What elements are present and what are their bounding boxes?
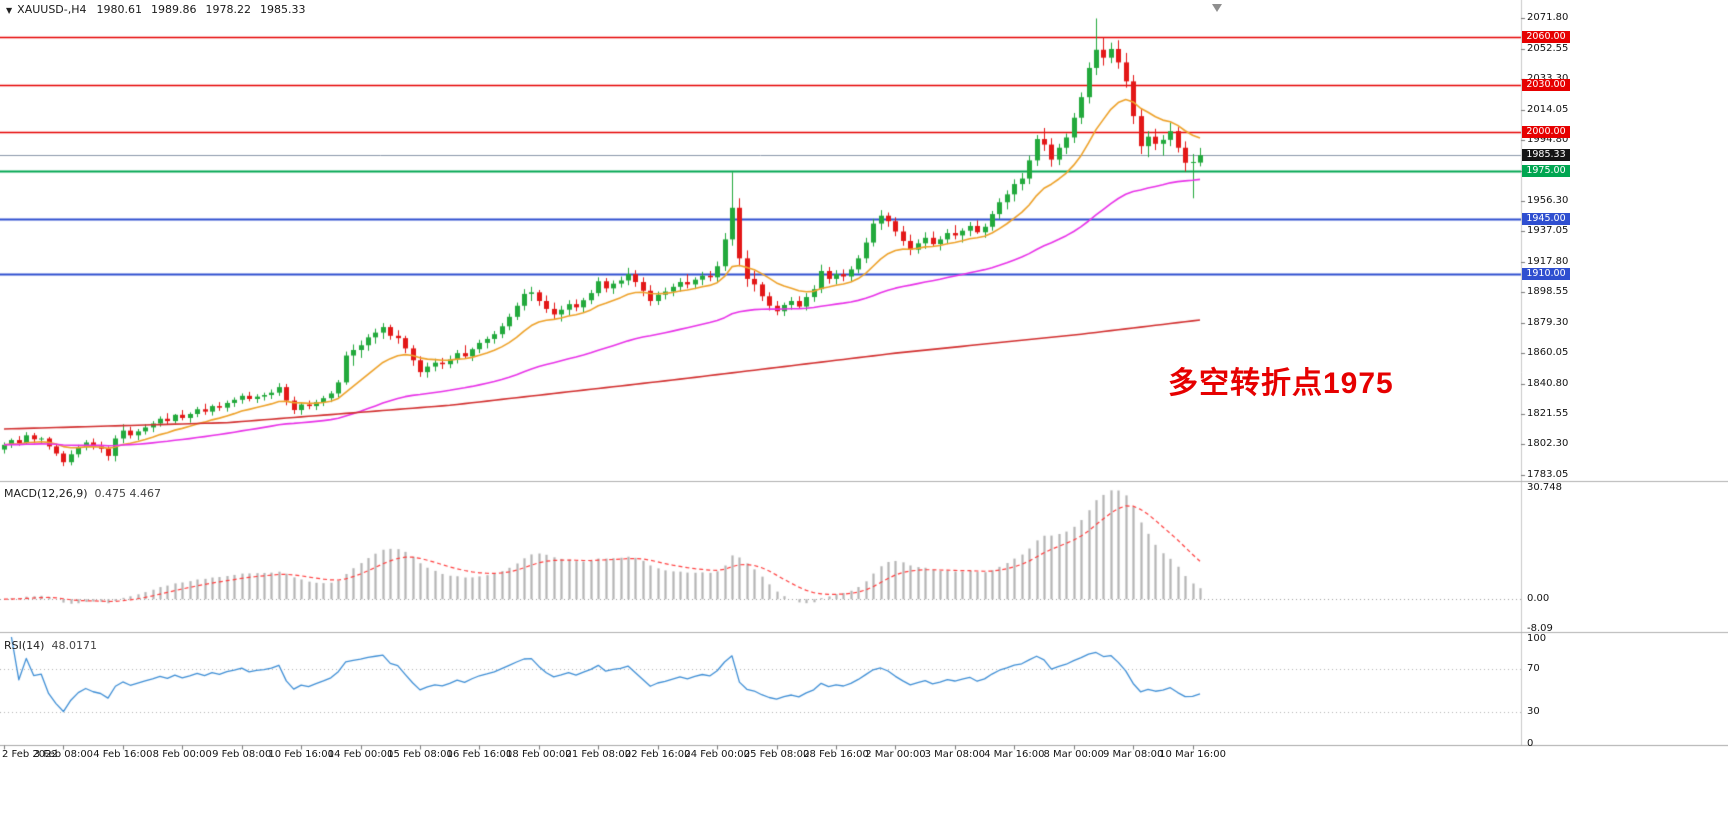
time-axis-label: 3 Feb 08:00 [33,748,94,760]
time-axis-label: 18 Feb 00:00 [506,748,572,760]
close-value: 1985.33 [260,3,306,16]
time-axis-label: 22 Feb 16:00 [624,748,691,760]
low-value: 1978.22 [205,3,252,16]
price-tick-label: 1860.05 [1527,347,1569,359]
time-axis-label: 10 Feb 16:00 [268,748,334,760]
time-axis-label: 2 Feb 2022 [2,748,58,760]
chart-info-bar: ▼ XAUUSD-,H4 1980.61 1989.86 1978.22 1985.33 [6,3,315,16]
time-axis-label: 8 Feb 00:00 [152,748,212,760]
price-tick-label: 2071.80 [1527,12,1569,24]
price-level-label: 1975.00 [1522,165,1570,178]
time-axis-label: 25 Feb 08:00 [743,748,810,760]
macd-indicator-label: MACD(12,26,9) 0.475 4.467 [4,487,161,500]
time-axis-label: 3 Mar 08:00 [924,748,986,760]
price-tick-label: 1994.80 [1527,134,1569,146]
symbol-period-label: XAUUSD-,H4 [17,3,87,16]
time-axis-label: 10 Mar 16:00 [1159,748,1226,760]
price-level-label: 1985.33 [1522,149,1570,162]
price-tick-label: 1783.05 [1527,468,1569,480]
rsi-value: 48.0171 [51,639,97,652]
rsi-tick-label: 0 [1527,738,1534,749]
price-tick-label: 1937.05 [1527,225,1569,237]
macd-values: 0.475 4.467 [94,487,162,500]
price-tick-label: 1879.30 [1527,316,1569,328]
price-tick-label: 2052.55 [1527,42,1569,54]
time-axis-label: 9 Mar 08:00 [1102,748,1164,760]
macd-name: MACD(12,26,9) [4,487,88,500]
macd-tick-label: 0.00 [1527,593,1550,605]
time-axis-label: 24 Feb 00:00 [684,748,750,760]
time-axis-label: 8 Mar 00:00 [1043,748,1104,760]
time-axis-label: 9 Feb 08:00 [212,748,272,760]
macd-tick-label: -8.09 [1527,623,1553,634]
price-tick-label: 1898.55 [1527,286,1569,298]
high-value: 1989.86 [151,3,197,16]
open-value: 1980.61 [96,3,143,16]
time-axis-label: 2 Mar 00:00 [865,748,926,760]
chart-annotation-text[interactable]: 多空转折点1975 [1168,367,1394,400]
price-tick-label: 1917.80 [1527,255,1569,267]
price-level-label: 1945.00 [1522,212,1570,225]
time-axis-label: 14 Feb 00:00 [327,748,394,760]
time-axis-label: 21 Feb 08:00 [565,748,632,760]
price-level-label: 2060.00 [1522,31,1570,44]
price-level-label: 1910.00 [1522,268,1570,281]
time-axis-label: 4 Feb 16:00 [93,748,153,760]
rsi-tick-label: 30 [1527,705,1540,717]
rsi-tick-label: 100 [1527,633,1547,644]
time-axis-label: 16 Feb 16:00 [446,748,513,760]
macd-tick-label: 30.748 [1527,482,1562,493]
chart-shift-marker-icon[interactable] [1212,4,1222,12]
price-level-label: 2000.00 [1522,125,1570,138]
price-tick-label: 1821.55 [1527,407,1569,419]
time-axis-label: 4 Mar 16:00 [984,748,1045,760]
price-level-label: 2030.00 [1522,78,1570,91]
price-tick-label: 2014.05 [1527,103,1569,115]
price-tick-label: 1956.30 [1527,194,1569,206]
rsi-name: RSI(14) [4,639,45,652]
time-axis-label: 15 Feb 08:00 [387,748,453,760]
time-axis-label: 28 Feb 16:00 [803,748,869,760]
rsi-indicator-label: RSI(14) 48.0171 [4,639,97,652]
rsi-tick-label: 70 [1527,663,1540,675]
price-tick-label: 1802.30 [1527,438,1569,450]
info-toggle-icon[interactable]: ▼ [6,6,13,15]
price-tick-label: 1840.80 [1527,377,1569,389]
